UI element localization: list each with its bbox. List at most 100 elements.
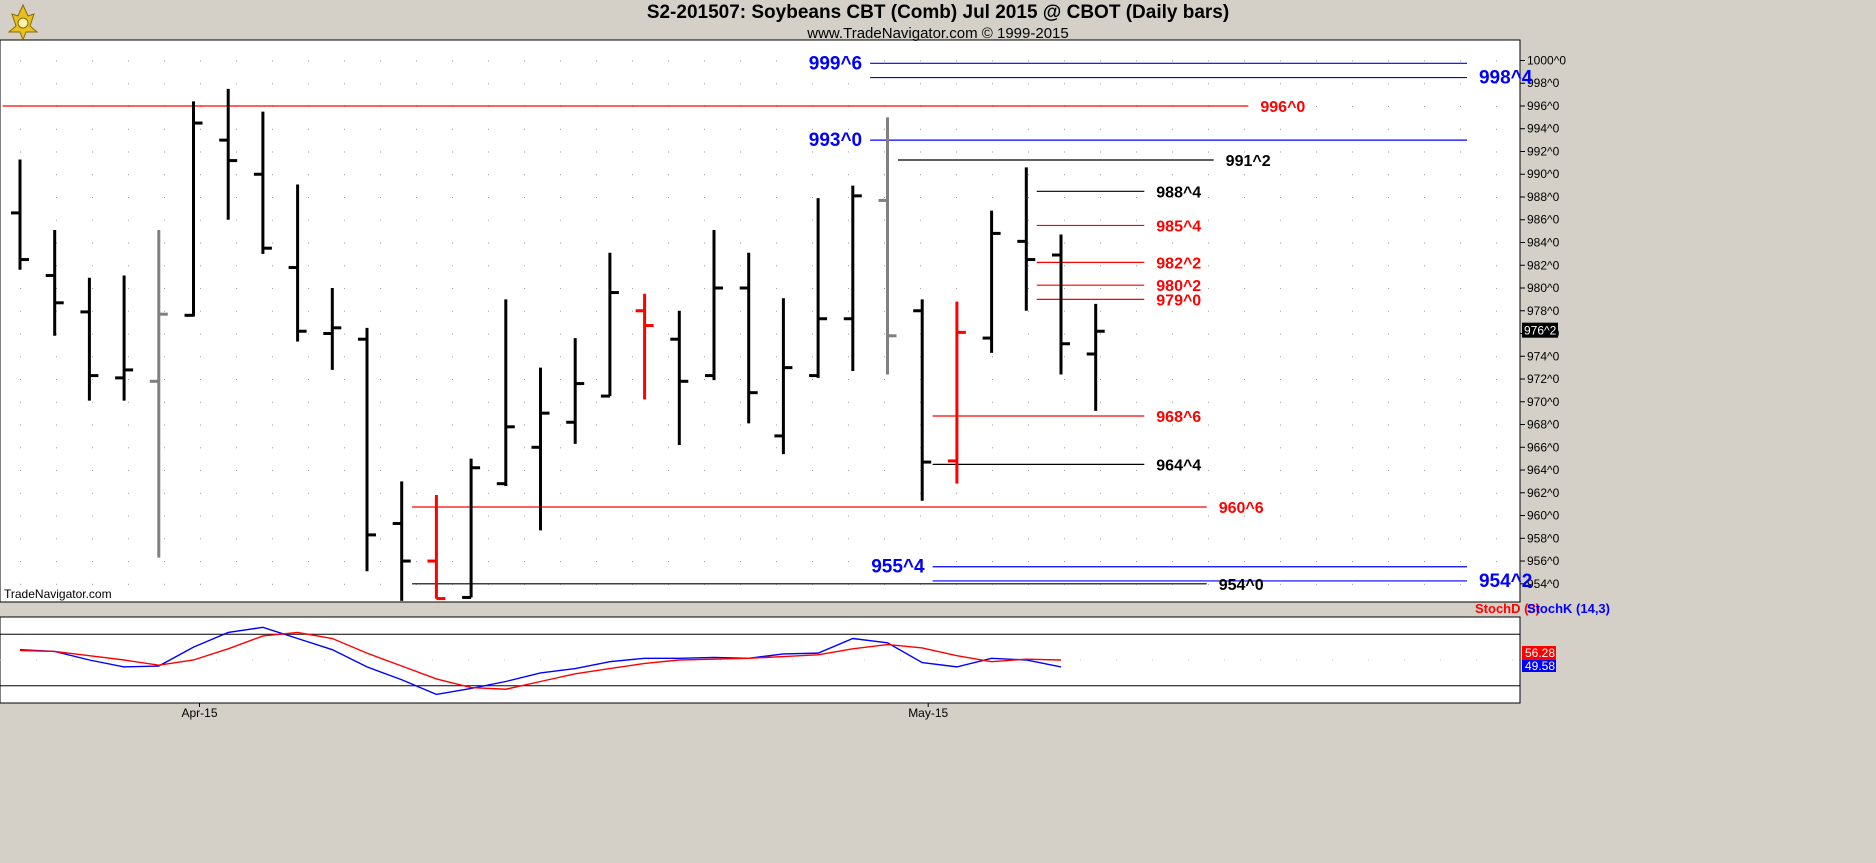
grid-dot xyxy=(128,356,129,358)
grid-dot xyxy=(308,310,309,312)
grid-dot xyxy=(452,333,453,335)
grid-dot xyxy=(1280,447,1281,449)
grid-dot xyxy=(416,333,417,335)
grid-dot xyxy=(236,401,237,403)
ohlc-bar xyxy=(947,301,966,484)
grid-dot xyxy=(884,561,885,563)
grid-dot xyxy=(848,424,849,426)
grid-dot xyxy=(884,265,885,267)
grid-dot xyxy=(236,60,237,62)
grid-dot xyxy=(1136,492,1137,494)
grid-dot xyxy=(380,470,381,472)
grid-dot xyxy=(236,128,237,130)
grid-dot xyxy=(272,561,273,563)
grid-dot xyxy=(524,447,525,449)
grid-dot xyxy=(1388,219,1389,221)
grid-dot xyxy=(416,401,417,403)
grid-dot xyxy=(704,538,705,540)
grid-dot xyxy=(272,219,273,221)
grid-dot xyxy=(1280,470,1281,472)
level-label: 998^4 xyxy=(1479,68,1533,89)
grid-dot xyxy=(92,492,93,494)
grid-dot xyxy=(1028,288,1029,290)
grid-dot xyxy=(920,379,921,381)
grid-dot xyxy=(992,379,993,381)
grid-dot xyxy=(920,60,921,62)
grid-dot xyxy=(308,401,309,403)
grid-dot xyxy=(200,424,201,426)
grid-dot xyxy=(920,83,921,85)
level-label: 960^6 xyxy=(1219,500,1264,517)
ohlc-bar xyxy=(913,299,932,501)
grid-dot xyxy=(20,288,21,290)
grid-dot xyxy=(920,492,921,494)
grid-dot xyxy=(128,242,129,244)
grid-dot xyxy=(1280,356,1281,358)
grid-dot xyxy=(1100,60,1101,62)
grid-dot xyxy=(1496,538,1497,540)
grid-dot xyxy=(560,447,561,449)
grid-dot xyxy=(884,174,885,176)
grid-dot xyxy=(452,424,453,426)
grid-dot xyxy=(1352,219,1353,221)
grid-dot xyxy=(1316,379,1317,381)
grid-dot xyxy=(1028,83,1029,85)
grid-dot xyxy=(1244,447,1245,449)
level-label: 954^2 xyxy=(1479,571,1532,592)
grid-dot xyxy=(812,515,813,517)
y-tick-label: 964^0 xyxy=(1527,463,1560,477)
grid-dot xyxy=(344,288,345,290)
grid-dot xyxy=(740,219,741,221)
grid-dot xyxy=(236,196,237,198)
grid-dot xyxy=(1028,128,1029,130)
grid-dot xyxy=(704,128,705,130)
grid-dot xyxy=(740,401,741,403)
grid-dot xyxy=(488,538,489,540)
grid-dot xyxy=(164,219,165,221)
grid-dot xyxy=(452,310,453,312)
grid-dot xyxy=(632,538,633,540)
grid-dot xyxy=(884,219,885,221)
grid-dot xyxy=(920,515,921,517)
grid-dot xyxy=(56,379,57,381)
grid-dot xyxy=(1388,401,1389,403)
grid-dot xyxy=(92,356,93,358)
grid-dot xyxy=(236,333,237,335)
grid-dot xyxy=(1424,583,1425,585)
grid-dot xyxy=(1352,151,1353,153)
grid-dot xyxy=(1172,242,1173,244)
grid-dot xyxy=(812,219,813,221)
grid-dot xyxy=(1136,83,1137,85)
grid-dot xyxy=(452,83,453,85)
grid-dot xyxy=(1496,60,1497,62)
grid-dot xyxy=(488,424,489,426)
grid-dot xyxy=(704,151,705,153)
grid-dot xyxy=(1244,83,1245,85)
grid-dot xyxy=(668,492,669,494)
y-tick-label: 998^0 xyxy=(1527,76,1560,90)
grid-dot xyxy=(668,310,669,312)
grid-dot xyxy=(668,447,669,449)
grid-dot xyxy=(1028,470,1029,472)
grid-dot xyxy=(272,196,273,198)
grid-dot xyxy=(1460,447,1461,449)
grid-dot xyxy=(488,310,489,312)
grid-dot xyxy=(344,128,345,130)
grid-dot xyxy=(1136,151,1137,153)
grid-dot xyxy=(1496,424,1497,426)
grid-dot xyxy=(380,288,381,290)
grid-dot xyxy=(1208,151,1209,153)
last-price-label: 976^2 xyxy=(1524,324,1557,338)
grid-dot xyxy=(1460,196,1461,198)
grid-dot xyxy=(632,470,633,472)
grid-dot xyxy=(236,174,237,176)
grid-dot xyxy=(668,333,669,335)
watermark-text: TradeNavigator.com xyxy=(4,587,112,601)
y-tick-label: 982^0 xyxy=(1527,258,1560,272)
grid-dot xyxy=(128,424,129,426)
grid-dot xyxy=(1460,242,1461,244)
grid-dot xyxy=(200,538,201,540)
grid-dot xyxy=(668,196,669,198)
grid-dot xyxy=(704,492,705,494)
